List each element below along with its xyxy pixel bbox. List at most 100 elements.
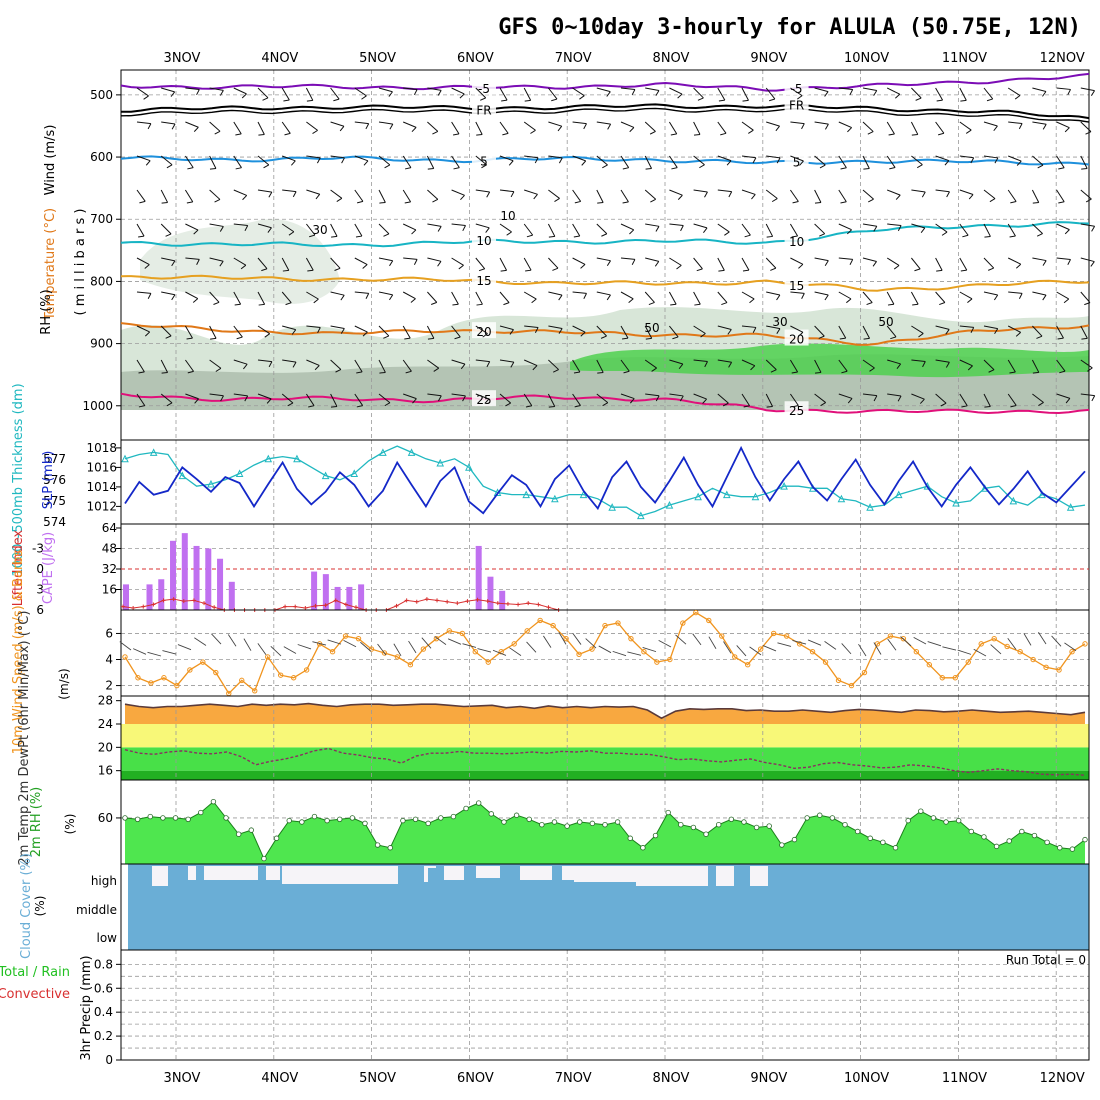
wind-barb xyxy=(959,325,974,328)
wind-barb-flag xyxy=(485,227,490,233)
pressure-tick-label: 600 xyxy=(90,150,113,164)
wind-barb-flag xyxy=(453,167,460,170)
wind-barb-flag xyxy=(622,201,629,204)
wind-barb-flag xyxy=(437,226,442,232)
wind-barb-flag xyxy=(194,398,199,404)
thickness-marker xyxy=(1066,503,1075,511)
wind-speed-marker xyxy=(407,662,414,668)
wind-barb-flag xyxy=(606,91,611,97)
wind-barb xyxy=(983,155,998,159)
wind-barb-flag xyxy=(671,167,678,170)
wind-barb xyxy=(1056,189,1065,203)
li-marker xyxy=(424,597,429,602)
wind-barb-flag xyxy=(379,201,386,204)
wind-barb-flag xyxy=(355,235,362,238)
surface-wind-barb xyxy=(477,648,492,653)
wind-barb-flag xyxy=(814,201,822,204)
wind-barb-flag xyxy=(193,126,199,132)
wind-barb xyxy=(523,121,536,131)
wind-barb-flag xyxy=(430,301,437,305)
wind-barb-flag xyxy=(677,194,683,200)
wind-barb-flag xyxy=(290,160,296,166)
temp-band-green xyxy=(121,747,1089,771)
wind-speed-marker xyxy=(913,648,920,655)
li-marker xyxy=(404,598,409,603)
wind-barb xyxy=(426,155,435,169)
wind-barb xyxy=(233,87,247,95)
wind-barb xyxy=(1080,121,1092,133)
wind-barb xyxy=(572,257,586,265)
wind-barb xyxy=(596,121,611,125)
wind-barb-flag xyxy=(920,227,926,234)
wind-barb-flag xyxy=(815,371,822,374)
wind-barb xyxy=(717,223,730,233)
wind-barb xyxy=(305,87,314,101)
wind-barb-flag xyxy=(144,331,151,337)
wind-speed-marker xyxy=(433,635,440,642)
wind-barb-flag xyxy=(534,157,539,164)
slp-tick-label: 1012 xyxy=(86,499,117,513)
wind-barb xyxy=(572,223,581,237)
wind-barb-flag xyxy=(749,298,755,304)
wind-barb xyxy=(160,155,173,166)
wind-barb-flag xyxy=(798,263,804,269)
wind-barb-flag xyxy=(356,371,363,374)
wind-barb-flag xyxy=(798,331,804,337)
wind-barb xyxy=(620,257,635,260)
wind-barb xyxy=(161,257,176,262)
temp-tick-label: 28 xyxy=(98,694,113,708)
wind-barb xyxy=(330,291,345,296)
wind-barb-flag xyxy=(849,89,854,96)
wind-barb xyxy=(523,87,532,101)
wind-barb-flag xyxy=(478,268,485,272)
wind-barb xyxy=(668,291,677,305)
wind-barb-flag xyxy=(655,395,660,402)
wind-barb-flag xyxy=(267,227,272,233)
wind-barb xyxy=(281,291,292,304)
wind-barb xyxy=(765,393,774,407)
wind-barb xyxy=(935,87,944,101)
li-marker xyxy=(516,602,521,607)
date-label-top: 9NOV xyxy=(750,51,787,66)
wind-barb xyxy=(959,393,968,407)
isotherm-label-bg xyxy=(472,100,496,117)
wind-barb xyxy=(959,121,972,131)
cape-li-panel: -3 0 3 6 16 32 48 64 xyxy=(32,521,1090,617)
wind-barb xyxy=(233,359,248,365)
li-marker xyxy=(475,597,480,602)
wind-barb-flag xyxy=(215,367,222,372)
thickness-marker xyxy=(923,482,932,490)
wind-speed-marker xyxy=(394,654,401,660)
wind-barb xyxy=(983,87,994,100)
wind-barb-flag xyxy=(873,90,878,96)
rh-marker xyxy=(1031,832,1038,839)
wind-barb xyxy=(184,359,194,372)
cape-bar xyxy=(205,548,212,610)
cloud-clear-gap xyxy=(716,866,734,886)
rh-marker xyxy=(1044,839,1050,846)
wind-barb xyxy=(838,291,852,300)
wind-barb xyxy=(1056,223,1070,231)
wind-barb-flag xyxy=(437,395,442,402)
wind-barb-flag xyxy=(945,329,950,335)
ylabel-wind: Wind (m/s) xyxy=(43,125,58,196)
wind-barb-flag xyxy=(677,93,683,99)
wind-barb xyxy=(765,359,777,371)
wind-barb-flag xyxy=(532,365,538,371)
surface-wind-barb xyxy=(887,638,897,651)
wind-barb-flag xyxy=(970,157,975,164)
wind-barb-flag xyxy=(340,328,345,334)
wind-barb xyxy=(427,223,442,227)
wind-speed-marker xyxy=(770,630,777,637)
wind-barb-flag xyxy=(554,198,560,203)
wind-barb-flag xyxy=(863,167,870,170)
thickness-marker xyxy=(436,458,445,467)
ylabel-thickness: 1000~500mb Thickness (dm) xyxy=(11,383,26,576)
wind-barb-flag xyxy=(1091,225,1096,232)
wind-barb xyxy=(499,155,514,162)
wind-barb xyxy=(935,325,950,330)
wind-barb xyxy=(1032,87,1047,92)
wind-barb-flag xyxy=(454,336,461,340)
wind-barb-flag xyxy=(165,335,172,339)
wind-barb-flag xyxy=(147,293,152,299)
